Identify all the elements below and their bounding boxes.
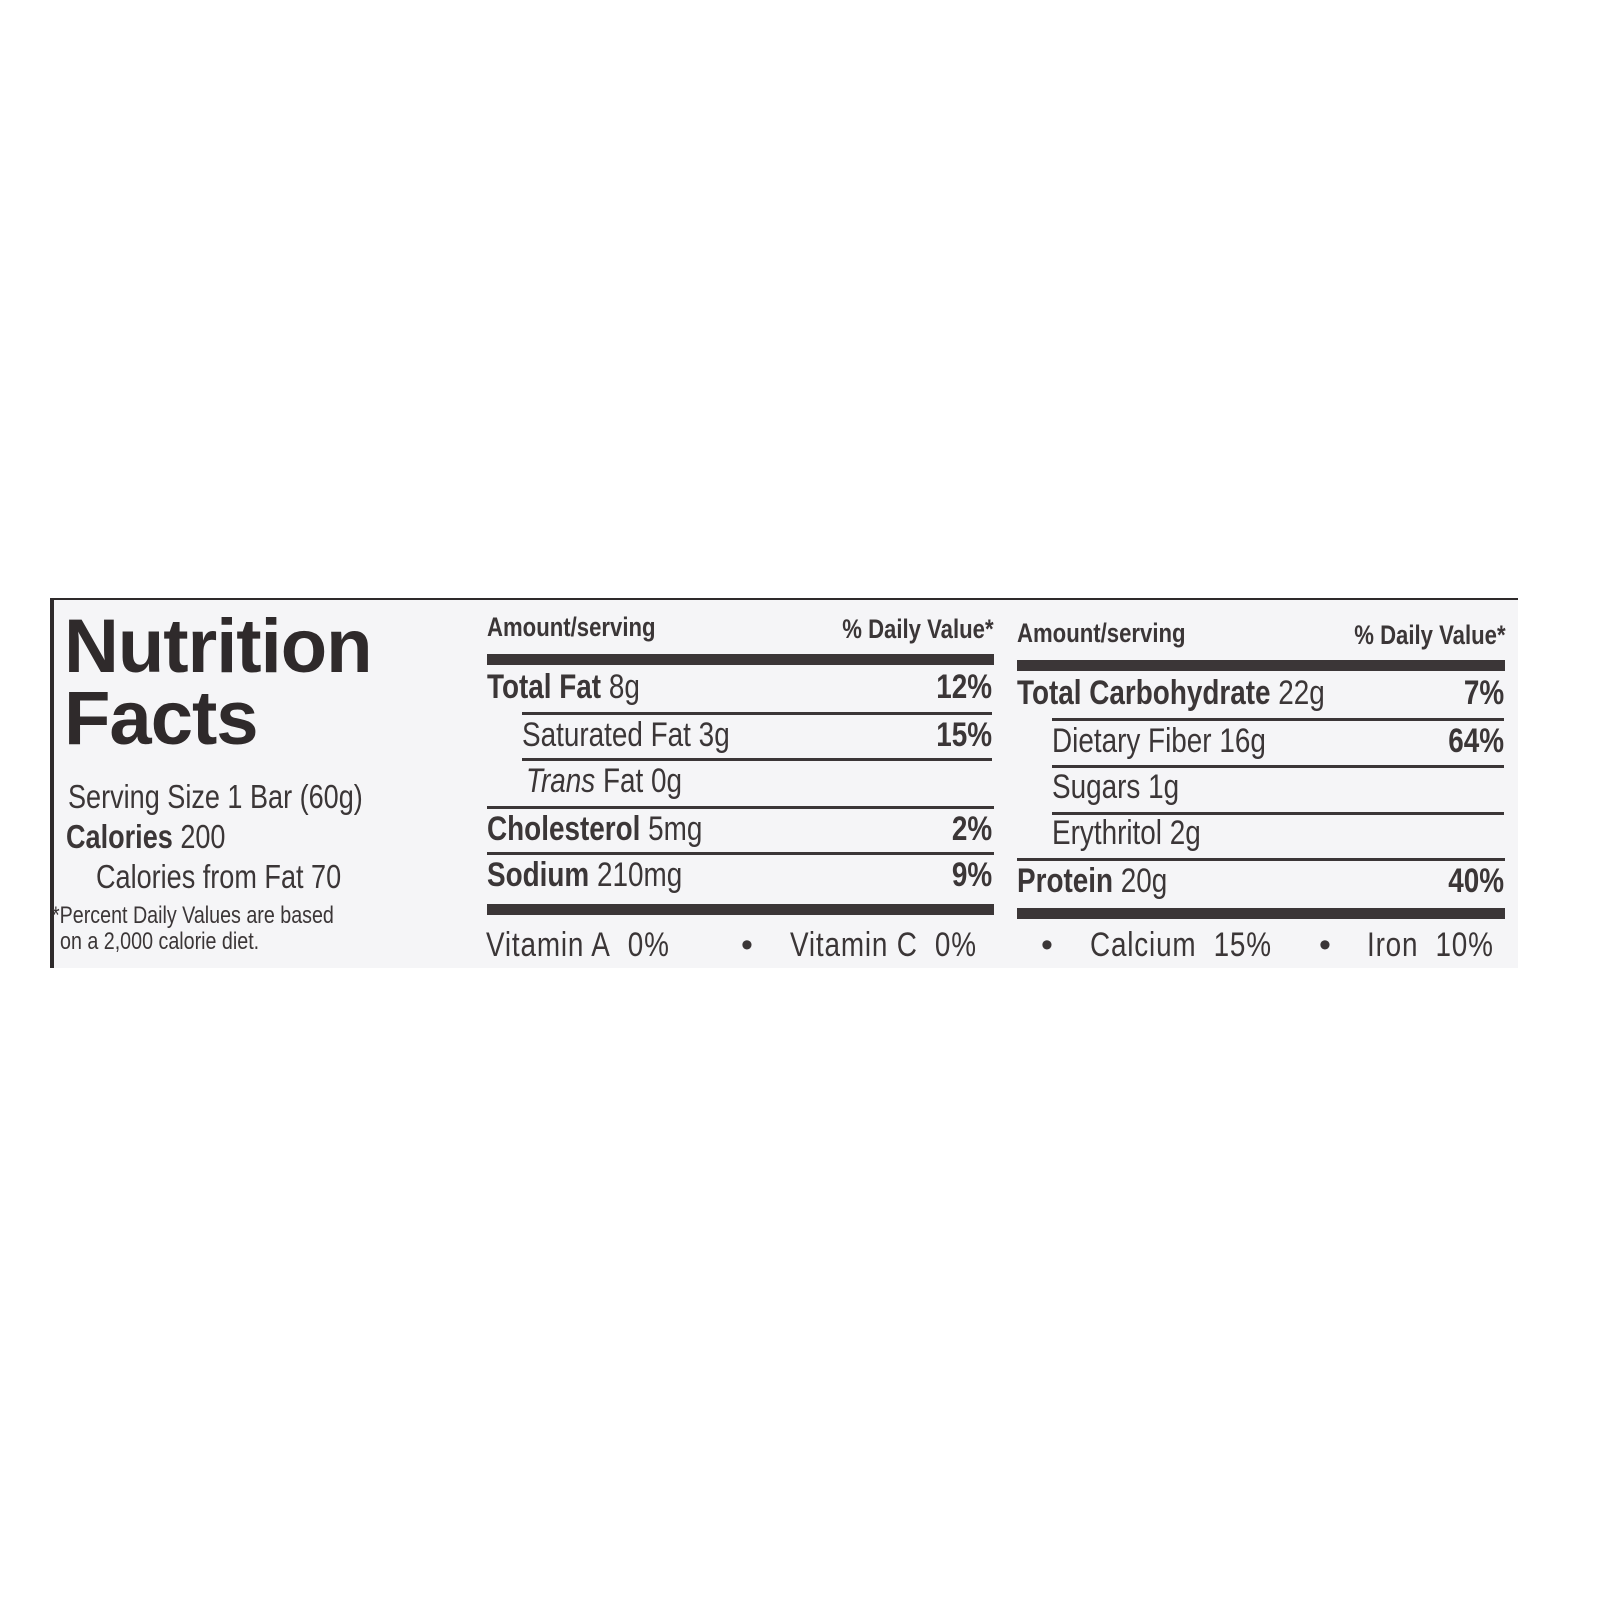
row-total-fat: Total Fat 8g (487, 668, 640, 706)
row-protein: Protein 20g (1017, 862, 1168, 900)
dv-sodium: 9% (951, 856, 992, 894)
dv-cholesterol: 2% (951, 810, 992, 848)
divider (487, 806, 994, 809)
dv-protein: 40% (1448, 862, 1504, 900)
divider (1052, 718, 1504, 721)
divider-thick (487, 904, 994, 915)
calories-from-fat: Calories from Fat 70 (96, 858, 342, 895)
header-dv-left: % Daily Value* (842, 614, 994, 644)
bullet: • (1041, 926, 1054, 964)
dv-saturated-fat: 15% (936, 716, 992, 754)
divider (522, 758, 992, 761)
divider (522, 712, 992, 715)
row-sodium: Sodium 210mg (487, 856, 683, 894)
vitamin-c: Vitamin C 0% (790, 926, 977, 964)
dv-total-fat: 12% (936, 668, 992, 706)
row-cholesterol: Cholesterol 5mg (487, 810, 703, 848)
divider (1052, 765, 1504, 768)
divider (1052, 812, 1504, 815)
header-amount-right: Amount/serving (1017, 618, 1186, 648)
row-trans-fat: Trans Fat 0g (526, 762, 683, 800)
row-dietary-fiber: Dietary Fiber 16g (1052, 722, 1266, 760)
title-facts: Facts (64, 676, 259, 761)
footnote-line1: *Percent Daily Values are based (52, 902, 334, 929)
row-sugars: Sugars 1g (1052, 768, 1180, 806)
calories-value: 200 (180, 818, 226, 855)
header-dv-right: % Daily Value* (1354, 620, 1506, 650)
divider (1017, 858, 1505, 861)
row-total-carbohydrate: Total Carbohydrate 22g (1017, 674, 1325, 712)
dv-total-carbohydrate: 7% (1463, 674, 1504, 712)
calories-label: Calories (66, 818, 173, 855)
vitamin-a: Vitamin A 0% (486, 926, 670, 964)
divider-thick (487, 654, 994, 665)
dv-dietary-fiber: 64% (1448, 722, 1504, 760)
divider-thick (1017, 908, 1505, 919)
row-erythritol: Erythritol 2g (1052, 814, 1201, 852)
row-saturated-fat: Saturated Fat 3g (522, 716, 730, 754)
footnote-line2: on a 2,000 calorie diet. (60, 928, 260, 955)
title-nutrition: Nutrition (64, 604, 373, 689)
calcium: Calcium 15% (1090, 926, 1272, 964)
divider (487, 852, 994, 855)
divider-thick (1017, 660, 1505, 671)
bullet: • (741, 926, 754, 964)
serving-size: Serving Size 1 Bar (60g) (68, 778, 363, 815)
calories: Calories 200 (66, 818, 260, 856)
iron: Iron 10% (1367, 926, 1494, 964)
bullet: • (1319, 926, 1332, 964)
header-amount-left: Amount/serving (487, 612, 656, 642)
